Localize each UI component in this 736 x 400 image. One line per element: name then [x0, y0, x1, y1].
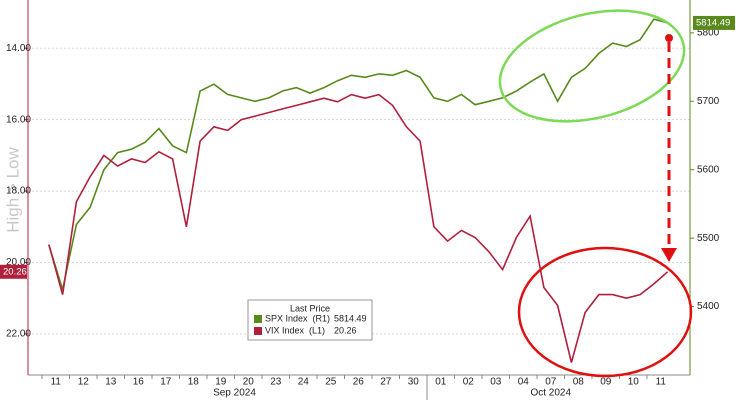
y2-tick-label: 5700	[697, 96, 720, 107]
last-value-badge	[693, 15, 735, 30]
series-line	[48, 93, 669, 363]
x-tick-label: 11	[51, 377, 62, 388]
x-tick-label: 18	[188, 377, 200, 388]
x-tick-label: 13	[105, 377, 117, 388]
legend	[247, 299, 373, 341]
last-value-label: 20.26	[3, 266, 27, 277]
x-tick-label: 25	[325, 377, 337, 388]
y-tick-label: 18.00	[6, 186, 31, 197]
x-tick-label: 17	[160, 377, 172, 388]
y-tick-label: 20.00	[6, 257, 31, 268]
x-tick-label: 07	[545, 377, 557, 388]
y-axis-label: High > Low	[3, 147, 22, 233]
y2-tick-label: 5400	[697, 301, 720, 312]
x-tick-label: 26	[353, 377, 365, 388]
month-label: Sep 2024	[213, 388, 256, 399]
x-tick-label: 03	[490, 377, 502, 388]
x-tick-label: 01	[435, 377, 447, 388]
x-tick-label: 02	[463, 377, 475, 388]
x-tick-label: 16	[133, 377, 145, 388]
legend-swatch	[254, 327, 262, 335]
last-value-badge	[0, 264, 27, 279]
last-value-label: 5814.49	[696, 17, 730, 28]
y2-tick-label: 5500	[697, 233, 720, 244]
highlight-ellipse	[517, 246, 693, 378]
y2-tick-label: 5600	[697, 164, 720, 175]
y-tick-label: 14.00	[6, 43, 31, 54]
legend-label: VIX Index (L1)	[265, 325, 325, 335]
arrow-head	[661, 248, 677, 262]
x-tick-label: 24	[298, 377, 310, 388]
legend-swatch	[254, 315, 262, 323]
plot: 14.00 16.00 18.00 20.00 22.00 5400 5500 5600 570…	[6, 0, 720, 400]
month-label: Oct 2024	[530, 388, 571, 399]
legend-value: 5814.49	[334, 313, 367, 323]
x-tick-label: 10	[628, 377, 640, 388]
x-tick-label: 09	[600, 377, 612, 388]
y-tick-label: 22.00	[6, 329, 31, 340]
x-tick-label: 27	[380, 377, 392, 388]
x-tick-label: 04	[518, 377, 530, 388]
series-line	[48, 18, 668, 293]
x-tick-label: 08	[573, 377, 585, 388]
y2-tick-label: 5800	[697, 27, 720, 38]
x-tick-label: 11	[656, 377, 667, 388]
legend-value: 20.26	[334, 325, 357, 335]
highlight-ellipse	[498, 9, 686, 123]
x-tick-label: 19	[215, 377, 227, 388]
x-tick-label: 23	[270, 377, 282, 388]
legend-label: SPX Index (R1)	[265, 313, 330, 323]
x-tick-label: 20	[243, 377, 255, 388]
x-tick-label: 12	[78, 377, 90, 388]
arrow-start	[665, 34, 673, 42]
x-tick-label: 30	[408, 377, 420, 388]
y-tick-label: 16.00	[6, 114, 31, 125]
legend-title: Last Price	[290, 303, 330, 313]
